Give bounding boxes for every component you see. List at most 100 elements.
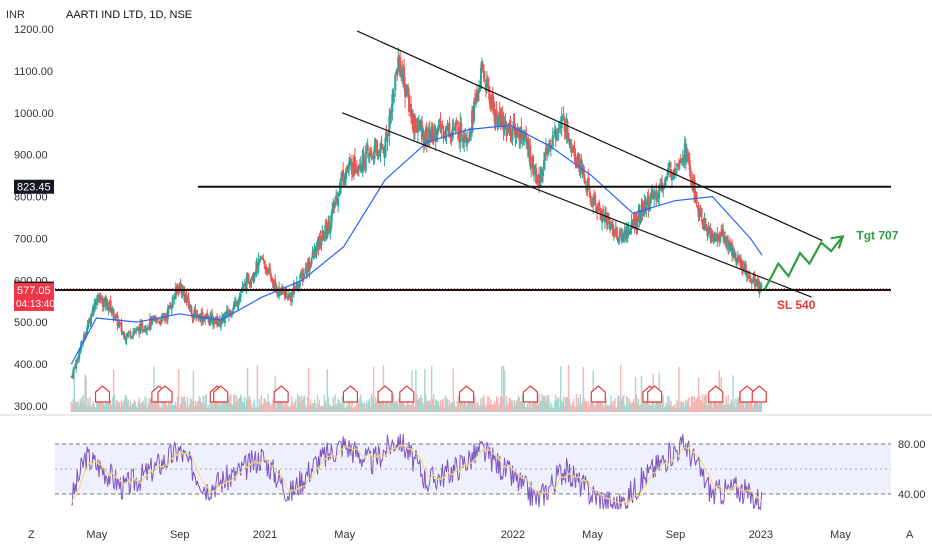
- earnings-icon: [751, 385, 767, 403]
- price-axis[interactable]: 1200.001100.001000.00900.00800.00700.006…: [14, 24, 926, 501]
- volume-bar: [492, 404, 494, 412]
- candle-body: [91, 306, 94, 317]
- volume-bar: [325, 403, 328, 412]
- candle-body: [475, 94, 478, 105]
- candle-body: [704, 218, 707, 226]
- volume-bar: [616, 407, 618, 412]
- candle-body: [746, 273, 749, 280]
- volume-bar: [563, 405, 566, 412]
- volume-bar: [367, 404, 369, 412]
- chart-title: AARTI IND LTD, 1D, NSE: [66, 9, 192, 21]
- candle-body: [584, 181, 587, 184]
- volume-bar: [478, 406, 480, 412]
- volume-bar: [496, 396, 498, 412]
- volume-bar: [262, 403, 265, 412]
- price-pane: [55, 24, 891, 412]
- candle-body: [139, 323, 142, 333]
- volume-bar: [280, 400, 282, 412]
- candle-body: [429, 137, 432, 141]
- candle-body: [587, 177, 590, 183]
- volume-bar: [606, 405, 608, 412]
- volume-bar: [380, 400, 383, 412]
- candle-body: [589, 193, 592, 198]
- candle-body: [425, 126, 428, 145]
- candle-body: [273, 281, 276, 290]
- candle-body: [422, 131, 425, 144]
- volume-bar: [456, 400, 459, 412]
- volume-bar: [544, 396, 546, 412]
- volume-bar: [637, 398, 640, 412]
- volume-bar: [717, 396, 719, 412]
- volume-bar: [633, 402, 636, 412]
- candle-body: [541, 171, 544, 176]
- volume-bar: [125, 396, 128, 412]
- volume-bar: [461, 399, 463, 412]
- volume-bar: [329, 404, 331, 412]
- candle-body: [504, 121, 507, 126]
- volume-bar: [227, 395, 229, 412]
- candle-body: [596, 209, 599, 213]
- volume-bar: [400, 396, 402, 412]
- volume-bar: [627, 403, 630, 412]
- x-tick-label: Sep: [666, 529, 686, 541]
- timezone-icon[interactable]: Z: [28, 529, 35, 541]
- candle-body: [174, 287, 177, 299]
- candle-body: [112, 309, 115, 319]
- candle-body: [722, 229, 725, 237]
- volume-bar: [185, 407, 188, 412]
- volume-bar: [306, 397, 309, 412]
- volume-bar: [686, 403, 688, 412]
- volume-bar: [218, 405, 220, 412]
- candle-body: [750, 281, 753, 284]
- volume-bar: [586, 407, 588, 412]
- volume-bar: [235, 401, 237, 412]
- volume-bar: [222, 395, 224, 412]
- volume-bar: [525, 407, 527, 412]
- volume-bar: [552, 407, 554, 412]
- candle-body: [366, 145, 369, 152]
- volume-bar: [571, 402, 574, 412]
- candle-body: [107, 306, 110, 312]
- volume-bar: [394, 400, 396, 412]
- x-tick-label: 2021: [253, 529, 277, 541]
- volume-bar: [564, 398, 567, 412]
- time-axis[interactable]: May Sep 2021 May 2022 May Sep 2023 May: [86, 529, 851, 541]
- candle-body: [134, 330, 137, 332]
- autoscale-icon[interactable]: A: [906, 529, 914, 541]
- volume-bar: [309, 399, 312, 412]
- volume-bar: [744, 407, 746, 412]
- volume-bar: [213, 397, 215, 412]
- candle-body: [353, 156, 356, 170]
- volume-bar: [228, 399, 230, 412]
- candle-body: [376, 149, 379, 153]
- volume-bar: [301, 395, 303, 412]
- volume-bar: [182, 398, 185, 412]
- channel-line: [356, 30, 823, 242]
- candle-body: [218, 319, 221, 327]
- volume-bar: [348, 396, 350, 412]
- volume-bar: [447, 405, 450, 412]
- volume-bar: [234, 394, 236, 412]
- candle-body: [170, 306, 173, 310]
- volume-bar: [629, 404, 632, 412]
- candle-body: [131, 335, 134, 338]
- candle-body: [590, 199, 593, 201]
- volume-bar: [453, 401, 456, 412]
- volume-bar: [126, 399, 129, 412]
- candle-body: [482, 71, 485, 79]
- candle-body: [604, 213, 607, 223]
- candle-body: [129, 332, 132, 338]
- volume-bar: [742, 403, 744, 412]
- volume-bar: [523, 395, 525, 412]
- volume-bar: [466, 403, 468, 412]
- volume-bar: [108, 401, 110, 412]
- volume-bar: [72, 398, 74, 412]
- volume-bar: [504, 406, 507, 412]
- candle-body: [749, 278, 752, 283]
- volume-bar: [746, 399, 748, 412]
- candle-body: [621, 233, 624, 243]
- volume-bar: [573, 406, 576, 412]
- volume-bars: [70, 364, 763, 412]
- candle-body: [298, 280, 301, 288]
- volume-bar: [286, 398, 288, 412]
